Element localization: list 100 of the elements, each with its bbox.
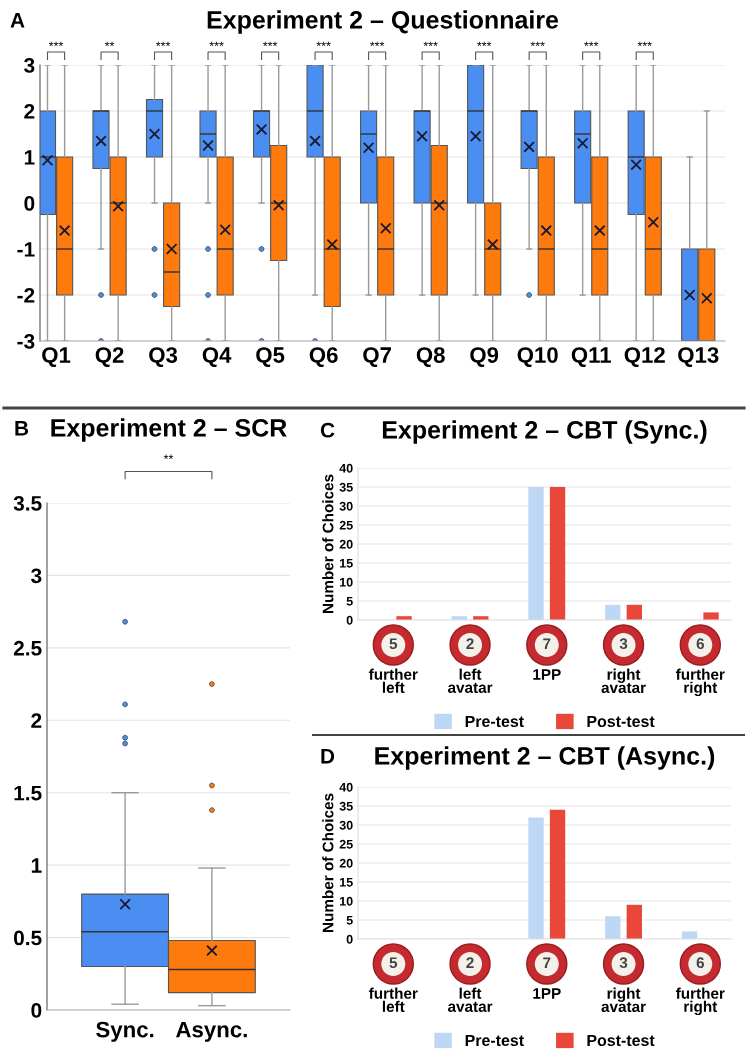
text: ** (163, 454, 174, 459)
y-tick-label: 15 (340, 558, 353, 568)
text: *** (209, 41, 224, 47)
y-tick-label: 25 (339, 520, 353, 530)
x-tick-label: Q4 (202, 347, 232, 368)
x-tick-label: Q7 (363, 347, 391, 368)
text: *** (370, 41, 385, 47)
x-tick-label: Q12 (624, 347, 665, 368)
chart-title: Experiment 2 – CBT (Sync.) (382, 420, 707, 444)
x-tick-label: Sync. (96, 1021, 154, 1042)
y-tick-label: 20 (339, 858, 353, 868)
text: 5 (389, 638, 398, 650)
y-axis-title: Number of Choices (322, 474, 334, 614)
y-tick-label: 0 (346, 934, 353, 944)
chart-title: Experiment 2 – SCR (51, 418, 287, 442)
x-tick-label: further left (368, 668, 418, 693)
text: C (320, 422, 335, 438)
y-axis-title: Number of Choices (322, 793, 334, 933)
y-tick-label: 1 (24, 150, 35, 165)
text: 6 (696, 957, 704, 969)
bar (528, 817, 544, 939)
x-tick-label: left avatar (447, 668, 493, 693)
bar (703, 612, 719, 620)
text: 5 (389, 957, 398, 969)
text: 2 (466, 638, 474, 649)
x-tick-label: 1PP (533, 669, 561, 680)
y-tick-label: 10 (340, 577, 353, 587)
legend-label: Pre-test (465, 1034, 524, 1047)
bar (528, 487, 544, 620)
text: *** (584, 41, 599, 47)
x-tick-label: Async. (176, 1021, 247, 1042)
text: D (321, 749, 335, 764)
y-tick-label: 35 (339, 482, 353, 492)
y-tick-label: 25 (339, 839, 353, 849)
y-tick-label: 1.5 (14, 785, 42, 801)
y-tick-label: 5 (346, 915, 353, 925)
y-tick-label: 20 (339, 539, 353, 549)
x-tick-label: left avatar (447, 987, 493, 1012)
legend-label: Post-test (587, 1034, 655, 1047)
y-tick-label: 2 (31, 713, 42, 728)
text: *** (530, 41, 545, 47)
text: *** (637, 41, 652, 47)
bar (681, 931, 698, 939)
bar (626, 904, 642, 939)
y-tick-label: 35 (339, 801, 353, 811)
x-tick-label: Q13 (678, 347, 719, 368)
y-tick-label: 0.5 (14, 930, 42, 946)
x-tick-label: Q6 (309, 347, 338, 368)
y-tick-label: -3 (17, 334, 35, 349)
chart-title: Experiment 2 – Questionnaire (207, 10, 559, 34)
y-tick-label: 0 (24, 196, 35, 211)
y-tick-label: 3 (24, 58, 35, 73)
y-tick-label: 2 (24, 104, 35, 119)
y-tick-label: -2 (17, 288, 35, 303)
x-tick-label: further right (675, 987, 725, 1016)
y-tick-label: 0 (31, 1003, 42, 1018)
text: *** (263, 41, 278, 47)
y-tick-label: 2.5 (13, 640, 42, 656)
text: *** (423, 41, 438, 47)
x-tick-label: right avatar (601, 668, 646, 694)
x-tick-label: Q3 (149, 347, 178, 368)
x-tick-label: Q9 (470, 347, 499, 368)
x-tick-label: Q8 (416, 347, 445, 368)
y-tick-label: 3.5 (13, 496, 42, 511)
text: 2 (466, 957, 474, 968)
x-tick-label: further right (675, 668, 725, 697)
y-tick-label: 15 (340, 877, 353, 887)
y-tick-label: 30 (339, 820, 353, 830)
x-tick-label: Q10 (517, 347, 558, 368)
text: 7 (543, 957, 551, 968)
x-tick-label: Q11 (571, 347, 611, 368)
legend-label: Pre-test (465, 715, 524, 728)
bar (605, 916, 621, 939)
bar (549, 487, 566, 620)
y-tick-label: 30 (339, 501, 353, 511)
legend-label: Post-test (587, 715, 655, 728)
x-tick-label: 1PP (533, 988, 561, 999)
text: 6 (696, 638, 704, 650)
text: 3 (619, 638, 628, 650)
x-tick-label: Q2 (95, 347, 124, 368)
bar (549, 809, 566, 939)
y-tick-label: 1 (31, 858, 42, 873)
y-tick-label: 40 (339, 463, 353, 473)
y-tick-label: 3 (31, 568, 42, 584)
text: *** (155, 41, 171, 47)
x-tick-label: Q1 (42, 347, 71, 368)
text: A (10, 13, 25, 28)
text: B (15, 421, 29, 436)
text: *** (477, 41, 492, 47)
y-tick-label: 10 (340, 896, 353, 906)
y-tick-label: -1 (17, 242, 35, 257)
text: ** (104, 41, 115, 47)
text: *** (48, 41, 64, 47)
text: 3 (619, 957, 628, 969)
bar (605, 604, 621, 620)
bar (626, 604, 642, 620)
y-tick-label: 40 (339, 782, 353, 792)
text: 7 (543, 638, 551, 649)
y-tick-label: 5 (346, 596, 353, 606)
x-tick-label: further left (368, 987, 418, 1012)
